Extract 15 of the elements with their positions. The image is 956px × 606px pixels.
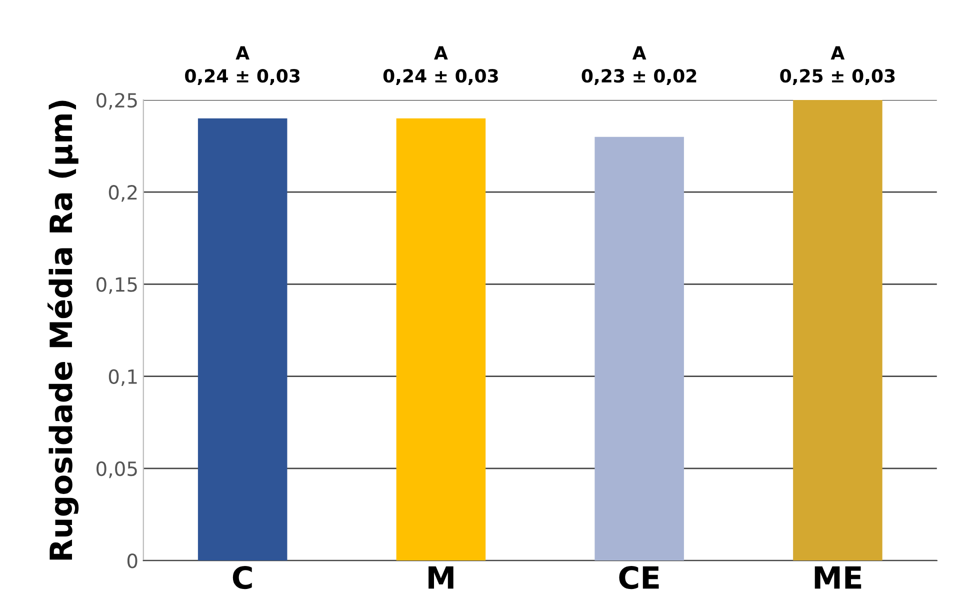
data-label: A 0,23 ± 0,02 [582,46,696,85]
x-tick-label: ME [814,566,862,589]
data-label: A 0,25 ± 0,03 [780,46,895,85]
y-tick-label: 0,05 [96,461,137,478]
x-tick-label: CE [619,566,659,590]
y-tick-label: 0,25 [96,92,137,110]
y-tick-label: 0 [127,554,138,568]
data-label: A 0,24 ± 0,03 [383,46,498,85]
data-label: A 0,24 ± 0,03 [185,46,300,85]
x-tick-label: C [232,566,252,590]
y-tick-label: 0,1 [108,369,137,386]
y-axis-title: Rugosidade Média Ra (µm) [48,100,79,560]
y-tick-label: 0,2 [108,185,137,202]
y-tick-label: 0,15 [96,277,137,294]
x-tick-label: M [428,566,454,589]
